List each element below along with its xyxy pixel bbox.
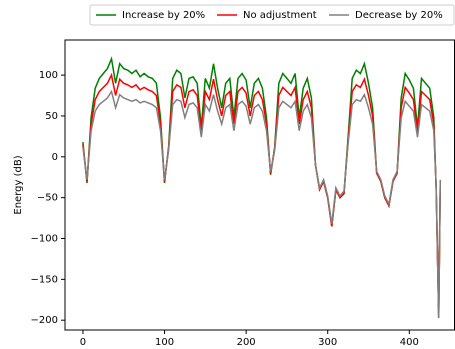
y-tick-label: −50 (37, 193, 58, 204)
y-axis-label: Energy (dB) (13, 155, 24, 214)
series-line (82, 89, 442, 318)
x-tick-label: 400 (400, 337, 419, 348)
legend: Increase by 20% No adjustment Decrease by … (89, 4, 455, 26)
y-tick-label: 0 (52, 152, 58, 163)
legend-label: Decrease by 20% (355, 10, 443, 21)
x-tick-label: 300 (318, 337, 337, 348)
y-tick-label: 100 (39, 70, 58, 81)
x-tick-label: 200 (237, 337, 256, 348)
y-tick-label: −200 (31, 315, 58, 326)
y-tick-label: −100 (31, 234, 58, 245)
series-line (82, 72, 442, 318)
y-tick-label: −150 (31, 274, 58, 285)
x-tick-label: 100 (155, 337, 174, 348)
y-tick-label: 50 (45, 111, 58, 122)
legend-box (89, 4, 455, 26)
legend-label: No adjustment (243, 10, 317, 21)
legend-label: Increase by 20% (122, 10, 205, 21)
x-tick-label: 0 (80, 337, 86, 348)
